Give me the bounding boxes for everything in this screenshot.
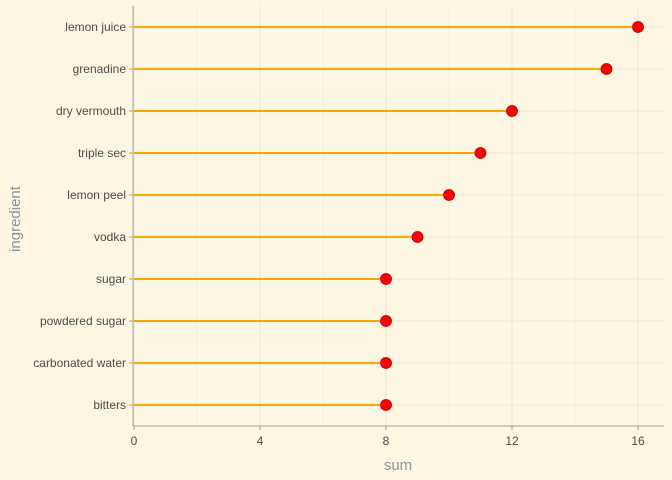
x-axis-title: sum	[384, 457, 412, 474]
y-tick-label: vodka	[94, 230, 126, 244]
lollipop-point	[443, 189, 455, 201]
x-tick-label: 8	[383, 434, 390, 448]
y-tick-label: dry vermouth	[56, 104, 126, 118]
y-axis-title: ingredient	[7, 185, 24, 252]
x-tick-label: 0	[131, 434, 138, 448]
lollipop-point	[380, 399, 392, 411]
y-tick-label: bitters	[93, 398, 126, 412]
lollipop-point	[474, 147, 487, 159]
lollipop-point	[411, 231, 424, 243]
y-tick-label: carbonated water	[33, 356, 126, 370]
lollipop-point	[380, 273, 392, 285]
y-tick-label: lemon juice	[65, 20, 126, 34]
x-tick-label: 4	[257, 434, 264, 448]
y-tick-label: sugar	[96, 272, 126, 286]
lollipop-point	[600, 63, 613, 75]
axis-layer	[129, 6, 664, 430]
lollipop-point	[380, 357, 392, 369]
y-tick-label: powdered sugar	[40, 314, 126, 328]
lollipop-point	[380, 315, 392, 327]
x-tick-label: 12	[505, 434, 519, 448]
marks-layer	[134, 21, 644, 411]
y-tick-label: grenadine	[73, 62, 127, 76]
y-tick-label: triple sec	[78, 146, 126, 160]
x-tick-label: 16	[631, 434, 645, 448]
labels-layer: 0 4 8 12 16 bitters carbonated water powdered s…	[33, 20, 645, 448]
lollipop-point	[506, 105, 518, 117]
y-tick-label: lemon peel	[67, 188, 126, 202]
lollipop-point	[632, 21, 644, 33]
